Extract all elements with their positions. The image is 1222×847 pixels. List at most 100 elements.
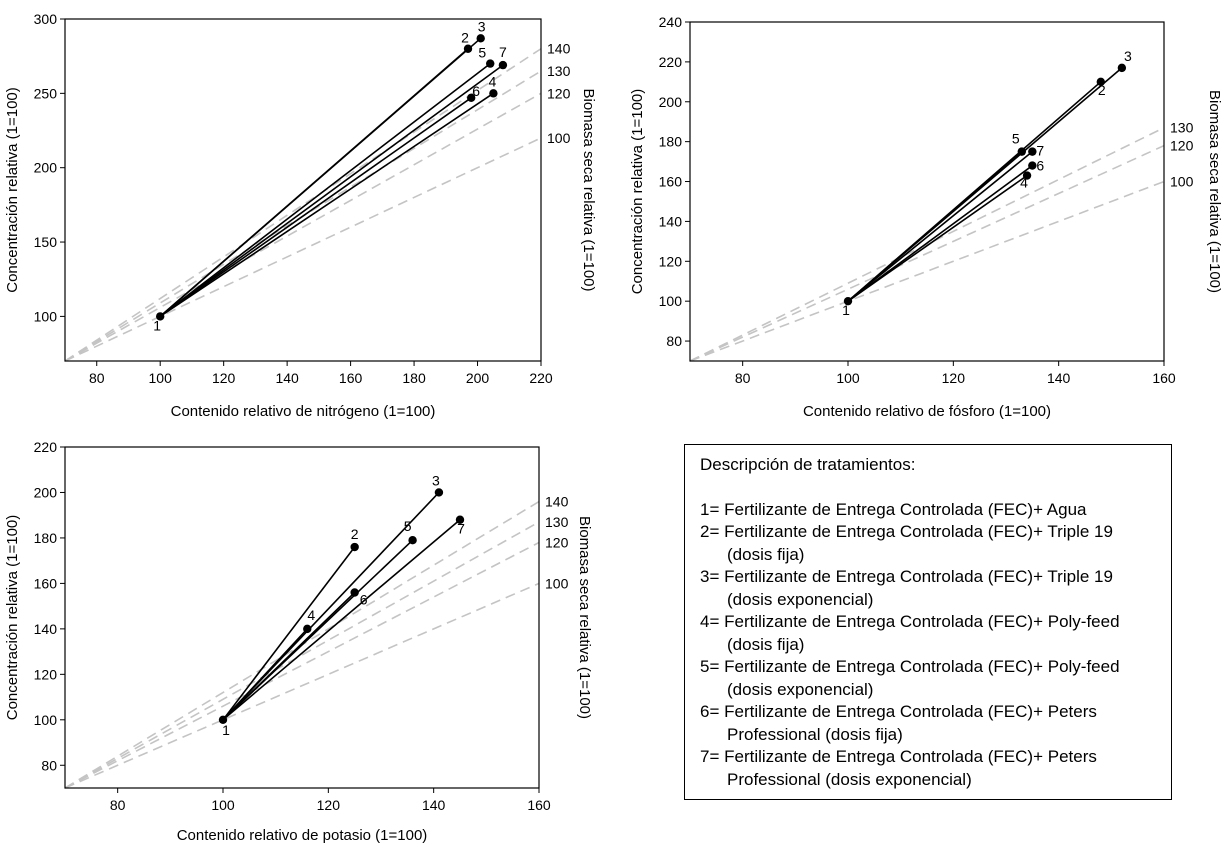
x-tick-label: 140 xyxy=(1047,370,1071,386)
y-tick-label: 140 xyxy=(659,213,683,229)
x-tick-label: 80 xyxy=(110,797,126,813)
legend-item-2: 2= Fertilizante de Entrega Controlada (F… xyxy=(700,522,1113,564)
x-tick-label: 140 xyxy=(422,797,446,813)
data-point-label-4: 4 xyxy=(489,73,497,89)
reference-line-label: 100 xyxy=(547,130,571,146)
reference-line xyxy=(64,582,540,789)
reference-line xyxy=(689,180,1165,362)
data-point-label-4: 4 xyxy=(1020,175,1028,191)
secondary-axis-label: Biomasa seca relativa (1=100) xyxy=(580,88,597,291)
data-point-5 xyxy=(1017,147,1026,156)
reference-line xyxy=(689,144,1165,362)
reference-line xyxy=(64,137,542,362)
x-tick-label: 180 xyxy=(402,370,426,386)
y-tick-label: 220 xyxy=(34,439,58,455)
reference-line-label: 140 xyxy=(545,494,569,510)
y-tick-label: 160 xyxy=(659,174,683,190)
data-point-label-7: 7 xyxy=(499,44,507,60)
treatment-line-5 xyxy=(159,62,491,318)
origin-point xyxy=(843,296,853,306)
y-tick-label: 100 xyxy=(34,712,58,728)
y-axis-label: Concentración relativa (1=100) xyxy=(629,89,646,295)
chart-2: 130 120 100 1 2 3 4 567 80 100 120 140 160 80 100 120 14… xyxy=(629,14,1222,420)
treatment-line-2 xyxy=(222,546,356,721)
legend-item-4: 4= Fertilizante de Entrega Controlada (F… xyxy=(700,612,1120,654)
y-tick-label: 200 xyxy=(34,484,58,500)
x-tick-label: 160 xyxy=(527,797,551,813)
data-point-2 xyxy=(1096,77,1106,87)
chart-3: 140 130 120 100 1 2 3 4 5 6 7 80 100 120 140 160 80 100 12… xyxy=(4,439,593,844)
y-tick-label: 300 xyxy=(34,11,58,27)
data-point-label-3: 3 xyxy=(478,18,486,34)
reference-line-label: 130 xyxy=(547,63,571,79)
data-point-4 xyxy=(303,624,312,634)
y-tick-label: 220 xyxy=(659,54,683,70)
plot-frame xyxy=(64,446,540,789)
x-tick-label: 160 xyxy=(339,370,363,386)
x-tick-label: 120 xyxy=(942,370,966,386)
y-tick-label: 100 xyxy=(659,293,683,309)
y-tick-label: 200 xyxy=(34,160,58,176)
data-point-label-6: 6 xyxy=(1036,158,1044,174)
data-point-2 xyxy=(350,542,359,552)
x-tick-label: 220 xyxy=(529,370,553,386)
treatment-line-7 xyxy=(222,519,461,721)
treatment-line-4 xyxy=(159,92,494,318)
data-point-4 xyxy=(489,89,498,98)
treatment-line-6 xyxy=(159,97,472,318)
reference-line-label: 140 xyxy=(547,41,571,57)
data-point-6 xyxy=(1028,161,1037,170)
reference-line xyxy=(64,521,540,789)
y-tick-label: 100 xyxy=(34,308,58,324)
reference-line-label: 130 xyxy=(1170,120,1194,136)
treatment-line-4 xyxy=(222,628,308,721)
legend-item-5: 5= Fertilizante de Entrega Controlada (F… xyxy=(700,657,1120,699)
reference-line xyxy=(64,541,540,789)
data-point-label-2: 2 xyxy=(351,526,359,542)
data-point-label-4: 4 xyxy=(307,607,315,623)
y-tick-label: 180 xyxy=(659,134,683,150)
data-point-7 xyxy=(455,515,465,524)
treatment-line-3 xyxy=(159,37,482,317)
data-point-4 xyxy=(1022,171,1032,180)
data-point-3 xyxy=(476,34,485,43)
y-tick-label: 80 xyxy=(41,757,57,773)
secondary-axis-label: Biomasa seca relativa (1=100) xyxy=(576,516,593,719)
reference-line-label: 130 xyxy=(545,514,569,530)
legend-item-1: 1= Fertilizante de Entrega Controlada (F… xyxy=(700,499,1087,519)
treatment-line-5 xyxy=(847,151,1023,302)
data-point-5 xyxy=(486,59,495,68)
reference-line-label: 120 xyxy=(547,85,571,101)
origin-point xyxy=(156,312,165,321)
reference-line-label: 100 xyxy=(1170,174,1194,190)
treatment-line-6 xyxy=(222,591,356,721)
treatment-line-7 xyxy=(159,64,504,318)
data-point-label-5: 5 xyxy=(404,518,412,534)
reference-line-label: 120 xyxy=(545,534,569,550)
y-tick-label: 120 xyxy=(34,666,58,682)
reference-line-label: 120 xyxy=(1170,138,1194,154)
data-point-label-5: 5 xyxy=(1012,131,1020,147)
y-tick-label: 160 xyxy=(34,575,58,591)
data-point-label-6: 6 xyxy=(360,591,368,607)
x-tick-label: 120 xyxy=(212,370,236,386)
x-axis-label: Contenido relativo de potasio (1=100) xyxy=(177,827,428,844)
legend-title: Descripción de tratamientos: xyxy=(700,455,916,474)
y-tick-label: 80 xyxy=(666,333,682,349)
y-tick-label: 150 xyxy=(34,234,58,250)
origin-point-label: 1 xyxy=(842,302,850,318)
data-point-label-6: 6 xyxy=(472,83,480,99)
data-point-3 xyxy=(434,488,444,497)
data-point-label-2: 2 xyxy=(1098,82,1106,98)
data-point-7 xyxy=(498,60,508,70)
y-tick-label: 250 xyxy=(34,85,58,101)
treatment-line-4 xyxy=(847,174,1028,302)
y-tick-label: 200 xyxy=(659,94,683,110)
x-tick-label: 100 xyxy=(211,797,235,813)
x-tick-label: 160 xyxy=(1152,370,1176,386)
reference-line xyxy=(64,92,542,362)
plot-frame xyxy=(689,21,1165,362)
data-point-6 xyxy=(350,588,359,597)
